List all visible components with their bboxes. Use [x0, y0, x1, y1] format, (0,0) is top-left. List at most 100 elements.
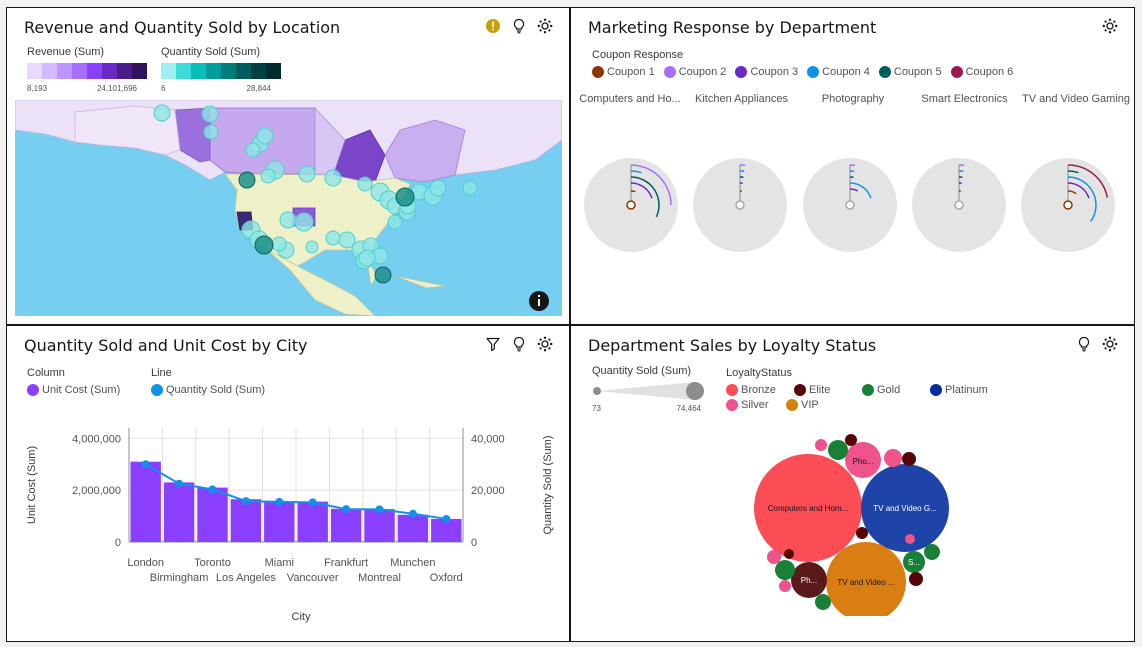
bar-miami: [264, 501, 295, 542]
ai-assistant-icon[interactable]: [537, 18, 553, 34]
loyalty-legend-item[interactable]: Bronze: [726, 384, 794, 397]
coupon-legend-item[interactable]: Coupon 2: [663, 66, 726, 79]
coupon-legend-item[interactable]: Coupon 4: [807, 66, 870, 79]
x-tick-label: Los Angeles: [216, 572, 276, 584]
city-combo-chart[interactable]: 4,000,000 2,000,000 0 40,000 20,000 0 London Bi…: [7, 411, 570, 642]
line-point-oxford: [442, 514, 451, 523]
warning-icon[interactable]: [485, 18, 501, 34]
y-right-tick: 20,000: [471, 485, 505, 497]
x-tick-label: Montreal: [358, 572, 401, 584]
line-point-london: [141, 460, 150, 469]
revenue-color-scale: [27, 63, 147, 79]
lightbulb-icon[interactable]: [511, 336, 527, 352]
department-label: TV and Video Gaming: [1021, 93, 1131, 105]
radial-chart: [912, 158, 1006, 252]
quantity-legend-max: 28,844: [246, 84, 271, 93]
loyalty-bubble-chart[interactable]: Computers and Hom... TV and Video G... T…: [741, 426, 971, 616]
coupon-legend: Coupon 1 Coupon 2 Coupon 3 Coupon 4 Coupon 5…: [592, 66, 1014, 79]
revenue-swatch: [87, 63, 102, 79]
bar-munchen: [397, 514, 429, 542]
bar-birmingham: [163, 482, 195, 542]
department-label: Smart Electronics: [921, 93, 1008, 105]
bar-toronto: [197, 487, 228, 542]
bubble-label-photo-silver: Pho...: [853, 457, 874, 466]
bar-montreal: [364, 509, 395, 542]
ai-assistant-icon[interactable]: [1102, 336, 1118, 352]
loyalty-panel: Department Sales by Loyalty Status Quant…: [570, 325, 1135, 642]
y-left-axis-title: Unit Cost (Sum): [26, 446, 38, 524]
coupon-legend-item[interactable]: Coupon 6: [950, 66, 1014, 79]
radial-arc: [630, 170, 642, 174]
column-legend-title: Column: [27, 367, 65, 379]
ai-assistant-icon[interactable]: [1102, 18, 1118, 34]
coupon-legend-swatch: [735, 66, 748, 79]
radial-arc: [1067, 164, 1109, 198]
north-america-map[interactable]: [15, 100, 562, 316]
bar-vancouver: [297, 501, 328, 542]
quantity-swatch: [221, 63, 236, 79]
size-legend-scale: [593, 382, 704, 400]
line-legend-swatch: [151, 384, 163, 397]
loyalty-legend-swatch: [930, 384, 942, 397]
column-legend-item[interactable]: Unit Cost (Sum): [27, 384, 121, 397]
loyalty-legend-title: LoyaltyStatus: [726, 367, 793, 379]
coupon-legend-item[interactable]: Coupon 1: [592, 66, 655, 79]
y-right-tick: 0: [471, 537, 477, 549]
lightbulb-icon[interactable]: [511, 18, 527, 34]
radial-arc: [1067, 176, 1097, 222]
marketing-panel: Marketing Response by Department Coupon …: [570, 7, 1135, 325]
revenue-swatch: [42, 63, 57, 79]
revenue-swatch: [132, 63, 147, 79]
radial-charts[interactable]: [571, 148, 1135, 258]
coupon-legend-swatch: [950, 66, 963, 79]
radial-center: [1063, 200, 1073, 210]
line-legend-item[interactable]: Quantity Sold (Sum): [151, 384, 265, 397]
coupon-legend-label: Coupon 6: [965, 66, 1014, 78]
bubble-label-tv-vip: TV and Video ...: [837, 578, 894, 587]
loyalty-legend-swatch: [794, 384, 806, 397]
loyalty-legend-swatch: [786, 399, 798, 412]
coupon-legend-label: Coupon 4: [822, 66, 870, 78]
bubble-computers-bronze: [754, 454, 862, 562]
y-left-tick: 0: [115, 537, 121, 549]
loyalty-legend-item[interactable]: Elite: [794, 384, 862, 397]
radial-arc: [849, 188, 859, 192]
y-right-tick: 40,000: [471, 433, 505, 445]
revenue-legend-label: Revenue (Sum): [27, 46, 105, 58]
revenue-legend-max: 24,101,696: [96, 84, 137, 93]
ai-assistant-icon[interactable]: [537, 336, 553, 352]
quantity-swatch: [236, 63, 251, 79]
coupon-legend-item[interactable]: Coupon 5: [878, 66, 942, 79]
coupon-legend-item[interactable]: Coupon 3: [735, 66, 798, 79]
lightbulb-icon[interactable]: [1076, 336, 1092, 352]
loyalty-legend-item[interactable]: VIP: [786, 399, 854, 412]
column-legend-label: Unit Cost (Sum): [42, 384, 121, 396]
city-panel: Quantity Sold and Unit Cost by City Colu…: [6, 325, 570, 642]
filter-icon[interactable]: [485, 336, 501, 352]
quantity-line: [145, 463, 447, 520]
coupon-legend-label: Coupon 1: [607, 66, 655, 78]
bubble-group: Computers and Hom... TV and Video G... T…: [754, 434, 949, 616]
x-tick-label: Munchen: [390, 557, 435, 569]
size-legend-min: 73: [592, 404, 601, 413]
line-point-montreal: [375, 505, 384, 514]
radial-arc: [630, 176, 660, 218]
bar-los-angeles: [230, 499, 262, 542]
revenue-swatch: [117, 63, 132, 79]
loyalty-legend-item[interactable]: Gold: [862, 384, 930, 397]
department-label: Photography: [821, 93, 885, 105]
x-tick-label: Vancouver: [287, 572, 339, 584]
quantity-swatch: [191, 63, 206, 79]
x-tick-label: Birmingham: [150, 572, 209, 584]
city-title: Quantity Sold and Unit Cost by City: [24, 336, 308, 355]
line-point-munchen: [408, 509, 417, 518]
loyalty-legend-label: Platinum: [945, 384, 988, 396]
loyalty-legend-item[interactable]: Platinum: [930, 384, 998, 397]
x-tick-label: Toronto: [194, 557, 231, 569]
line-point-birmingham: [175, 479, 184, 488]
loyalty-legend-item[interactable]: Silver: [726, 399, 786, 412]
revenue-swatch: [72, 63, 87, 79]
quantity-swatch: [206, 63, 221, 79]
loyalty-legend-label: Gold: [877, 384, 901, 396]
